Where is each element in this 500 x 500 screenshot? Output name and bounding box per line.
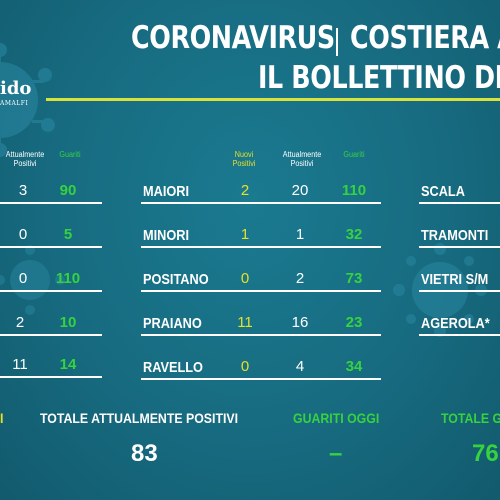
left-row-5-rule (0, 376, 102, 378)
left-row-2-rule (0, 246, 102, 248)
right-row-2-town: TRAMONTI (421, 227, 489, 244)
mid-row-4-town: PRAIANO (143, 315, 202, 332)
mid-row-2-guariti: 32 (345, 226, 363, 243)
mid-row-5-attualmente: 4 (295, 358, 305, 375)
mid-row-4-guariti: 23 (345, 314, 363, 331)
mid-row-4-nuovi: 11 (237, 314, 253, 331)
guariti-oggi-value: – (329, 440, 343, 467)
mid-row-5-rule (141, 378, 381, 380)
right-row-4-town: AGEROLA* (421, 315, 490, 332)
totale-guariti-label: TOTALE G (441, 410, 500, 426)
mid-row-2-rule (141, 246, 381, 248)
mid-row-5-guariti: 34 (345, 358, 363, 375)
mid-row-5-nuovi: 0 (240, 358, 250, 375)
left-row-4-guariti: 10 (59, 314, 77, 331)
totale-attualmente-label: TOTALE ATTUALMENTE POSITIVI (40, 410, 239, 426)
mid-row-3-rule (141, 290, 381, 292)
logo-subtitle: AMALFI (0, 100, 29, 107)
title-separator (336, 28, 338, 56)
left-row-1-guariti: 90 (59, 182, 77, 199)
title-coronavirus: CORONAVIRUS (131, 20, 335, 56)
mid-row-3-town: POSITANO (143, 271, 209, 288)
right-row-2-rule (419, 246, 500, 248)
guariti-oggi-label: GUARITI OGGI (293, 410, 380, 426)
left-row-4-rule (0, 334, 102, 336)
mid-row-2-town: MINORI (143, 227, 190, 244)
mid-row-3-nuovi: 0 (240, 270, 250, 287)
mid-row-5-town: RAVELLO (143, 359, 203, 376)
mid-row-1-town: MAIORI (143, 183, 190, 200)
right-row-1-town: SCALA (421, 183, 465, 200)
mid-header-guariti: Guariti (343, 150, 365, 159)
right-row-4-rule (419, 334, 500, 336)
mid-row-1-attualmente: 20 (291, 182, 309, 199)
title-costiera: COSTIERA A (350, 20, 500, 56)
virus-decoration-left-icon (0, 43, 55, 157)
totale-attualmente-value: 83 (131, 440, 158, 467)
left-header-attualmente: Attualmente Positivi (5, 150, 45, 168)
mid-row-3-guariti: 73 (345, 270, 363, 287)
right-row-3-town: VIETRI S/M (421, 271, 489, 288)
left-row-5-attualmente: 11 (12, 356, 28, 373)
mid-row-4-rule (141, 334, 381, 336)
mid-header-nuovi: Nuovi Positivi (232, 150, 256, 168)
totale-guariti-value: 76 (472, 440, 499, 467)
left-row-3-guariti: 110 (55, 270, 81, 287)
right-row-3-rule (419, 290, 500, 292)
logo: ido (0, 78, 32, 99)
left-row-3-rule (0, 290, 102, 292)
title-underline (46, 98, 500, 101)
mid-row-1-guariti: 110 (341, 182, 367, 199)
mid-header-attualmente: Attualmente Positivi (282, 150, 322, 168)
left-row-1-rule (0, 202, 102, 204)
left-row-4-attualmente: 2 (15, 314, 25, 331)
mid-row-4-attualmente: 16 (291, 314, 309, 331)
mid-row-1-rule (141, 202, 381, 204)
mid-row-1-nuovi: 2 (240, 182, 250, 199)
footer-left-label: I (0, 410, 4, 426)
left-header-guariti: Guariti (59, 150, 81, 159)
left-row-1-attualmente: 3 (18, 182, 28, 199)
mid-row-3-attualmente: 2 (295, 270, 305, 287)
title-bollettino: IL BOLLETTINO DE (258, 60, 500, 96)
left-row-2-attualmente: 0 (18, 226, 28, 243)
mid-row-2-nuovi: 1 (240, 226, 250, 243)
left-row-5-guariti: 14 (59, 356, 77, 373)
left-row-2-guariti: 5 (63, 226, 73, 243)
right-row-1-rule (419, 202, 500, 204)
left-row-3-attualmente: 0 (18, 270, 28, 287)
mid-row-2-attualmente: 1 (295, 226, 305, 243)
